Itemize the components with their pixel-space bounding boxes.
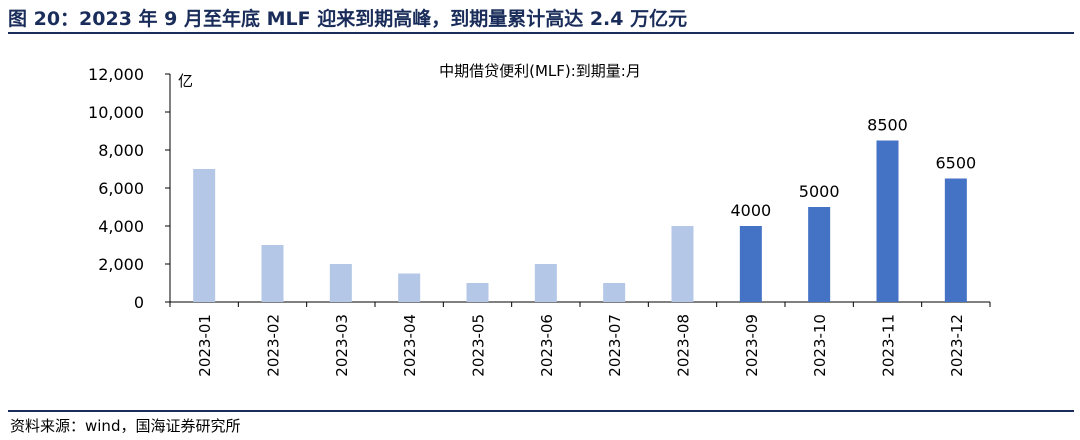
y-tick-label: 10,000	[88, 103, 144, 122]
chart-title: 中期借贷便利(MLF):到期量:月	[439, 62, 641, 80]
x-tick-label: 2023-01	[196, 314, 214, 377]
data-label: 8500	[867, 116, 908, 135]
bar-2023-07	[603, 283, 626, 302]
x-tick-label: 2023-12	[948, 314, 966, 377]
x-tick-label: 2023-09	[743, 314, 761, 377]
bar-2023-08	[671, 226, 694, 302]
figure-title: 图 20：2023 年 9 月至年底 MLF 迎来到期高峰，到期量累计高达 2.…	[8, 8, 688, 30]
data-label: 6500	[935, 154, 976, 173]
data-labels: 4000 5000 8500 6500	[730, 116, 976, 221]
y-tick-label: 0	[134, 293, 144, 312]
y-tick-label: 4,000	[98, 217, 144, 236]
x-tick-label: 2023-07	[606, 314, 624, 377]
bar-2023-05	[466, 283, 489, 302]
data-label: 4000	[730, 201, 771, 220]
x-tick-label: 2023-06	[538, 314, 556, 377]
x-tick-label: 2023-04	[401, 314, 419, 377]
y-tick-label: 12,000	[88, 65, 144, 84]
bar-2023-02	[261, 245, 284, 302]
x-tick-label: 2023-10	[811, 314, 829, 377]
axes: 0 2,000 4,000 6,000 8,000 10,000 12,000 2023-01…	[88, 65, 991, 377]
y-axis-unit: 亿	[178, 72, 193, 90]
bar-2023-04	[398, 273, 421, 302]
bar-chart: 中期借贷便利(MLF):到期量:月 亿 0 2,000 4,000 6,000 8,00…	[88, 62, 991, 377]
x-tick-label: 2023-03	[333, 314, 351, 377]
source-note: 资料来源：wind，国海证券研究所	[10, 417, 241, 435]
y-tick-label: 6,000	[98, 179, 144, 198]
x-tick-label: 2023-08	[675, 314, 693, 377]
y-tick-label: 2,000	[98, 255, 144, 274]
x-tick-label: 2023-05	[470, 314, 488, 377]
top-rule	[8, 32, 1074, 34]
bar-2023-10	[808, 207, 831, 302]
x-tick-label: 2023-11	[880, 314, 898, 377]
bar-2023-01	[193, 169, 216, 302]
bar-2023-12	[944, 178, 967, 302]
bar-2023-03	[329, 264, 352, 302]
data-label: 5000	[799, 182, 840, 201]
y-tick-label: 8,000	[98, 141, 144, 160]
bar-2023-09	[739, 226, 762, 302]
x-tick-label: 2023-02	[265, 314, 283, 377]
bottom-rule	[8, 410, 1074, 412]
bar-2023-11	[876, 140, 899, 302]
bar-2023-06	[534, 264, 557, 302]
bars	[193, 140, 967, 302]
